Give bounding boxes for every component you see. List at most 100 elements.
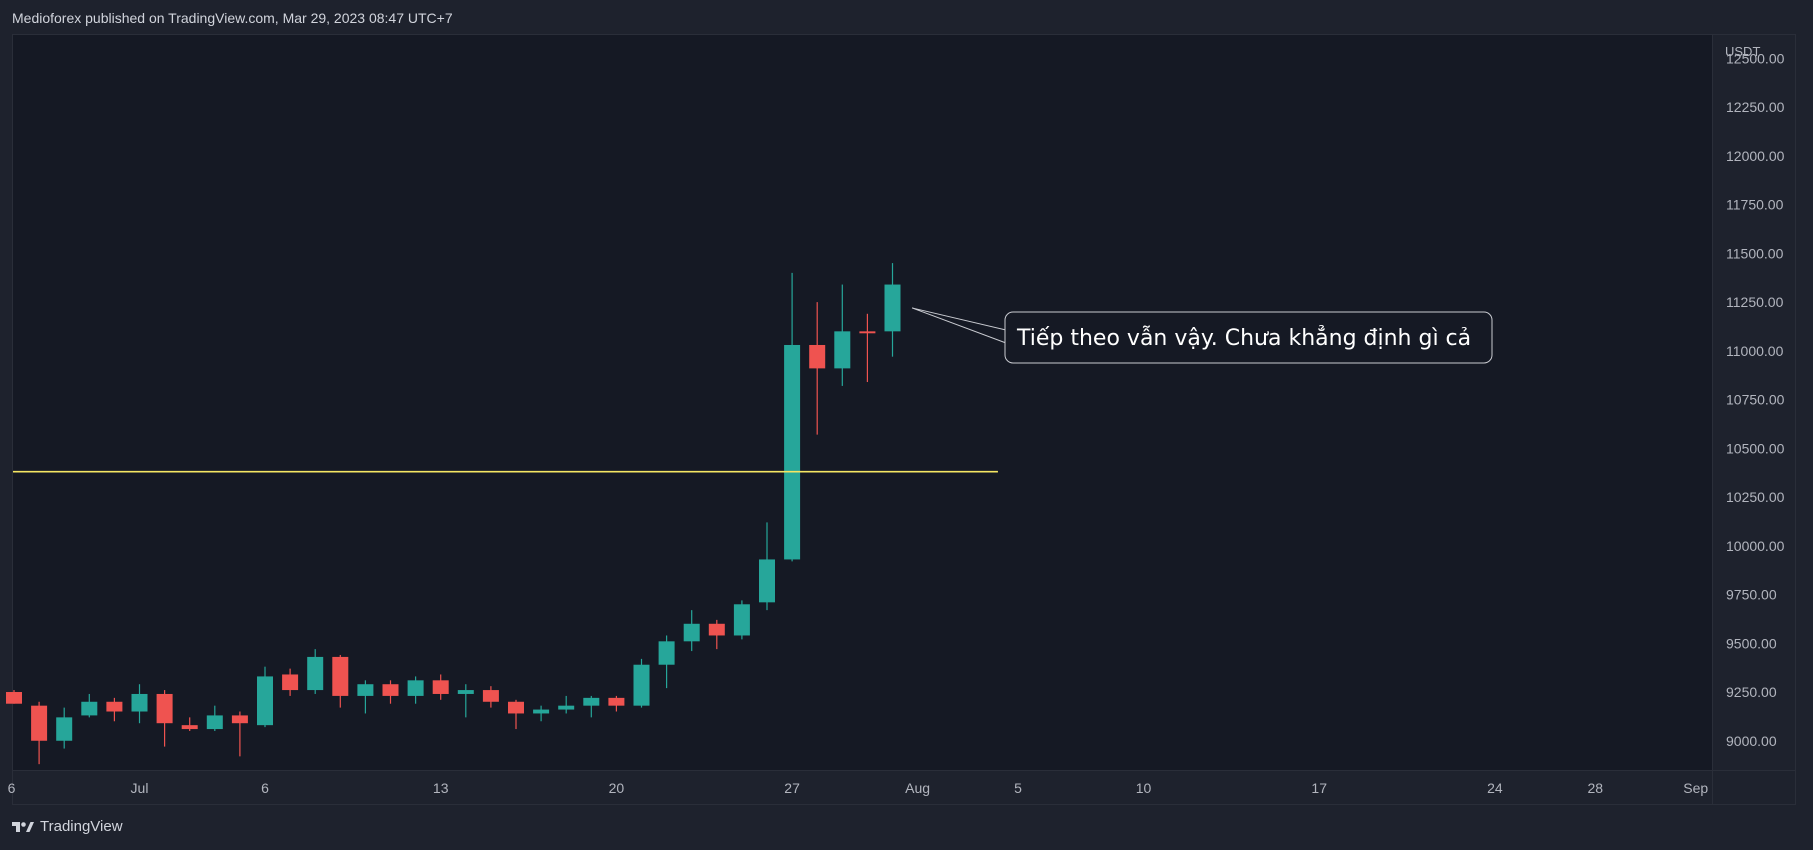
candle[interactable]	[231, 711, 248, 757]
candle-body[interactable]	[31, 705, 48, 741]
candle-body[interactable]	[708, 623, 725, 636]
candle-body[interactable]	[181, 725, 198, 730]
candle-body[interactable]	[156, 693, 173, 724]
x-tick-label: 27	[784, 780, 800, 796]
candle-body[interactable]	[809, 344, 826, 369]
candle-body[interactable]	[583, 697, 600, 706]
candle-body[interactable]	[482, 690, 499, 702]
candle-body[interactable]	[508, 701, 524, 714]
callout-box[interactable]	[1004, 311, 1493, 364]
candle-body[interactable]	[382, 684, 399, 696]
candle[interactable]	[482, 686, 499, 708]
y-tick-label: 10250.00	[1726, 489, 1785, 505]
candle[interactable]	[282, 668, 299, 696]
candle[interactable]	[156, 690, 173, 747]
candle-body[interactable]	[859, 331, 876, 334]
candle[interactable]	[31, 701, 48, 765]
x-tick-label: 5	[1014, 780, 1022, 796]
x-tick-label: Aug	[905, 780, 930, 796]
candle[interactable]	[307, 649, 324, 694]
x-tick-label: 20	[609, 780, 625, 796]
candle[interactable]	[683, 610, 700, 652]
plot-area[interactable]	[13, 35, 1712, 770]
x-tick-label: 17	[1311, 780, 1327, 796]
candle-body[interactable]	[658, 641, 675, 665]
y-tick-label: 12250.00	[1726, 99, 1785, 115]
candle[interactable]	[884, 263, 901, 357]
candle-body[interactable]	[131, 693, 148, 712]
candle[interactable]	[784, 272, 801, 562]
y-tick-label: 11250.00	[1726, 294, 1784, 310]
candle-body[interactable]	[633, 664, 650, 706]
candle[interactable]	[357, 680, 374, 714]
candle-body[interactable]	[332, 656, 349, 696]
candle-body[interactable]	[307, 656, 324, 691]
candle[interactable]	[81, 693, 98, 718]
x-tick-label: Sep	[1683, 780, 1708, 796]
candle[interactable]	[859, 313, 876, 383]
candle[interactable]	[809, 302, 826, 435]
candle[interactable]	[558, 695, 575, 714]
candle[interactable]	[106, 697, 123, 722]
x-tick-label: 6	[8, 780, 16, 796]
candle[interactable]	[533, 705, 550, 722]
candle-body[interactable]	[6, 692, 22, 704]
candle-body[interactable]	[733, 604, 750, 636]
candle[interactable]	[206, 705, 223, 732]
x-tick-label: 10	[1136, 780, 1152, 796]
candle[interactable]	[457, 684, 474, 718]
candle[interactable]	[181, 717, 198, 732]
y-tick-label: 12500.00	[1726, 50, 1785, 66]
candle[interactable]	[658, 635, 675, 689]
candle-body[interactable]	[81, 701, 98, 716]
candle-body[interactable]	[56, 717, 73, 741]
x-tick-label: 13	[433, 780, 449, 796]
candle-body[interactable]	[457, 690, 474, 694]
candle-body[interactable]	[257, 676, 273, 726]
brand-name[interactable]: TradingView	[40, 818, 123, 835]
y-tick-label: 11750.00	[1726, 197, 1784, 213]
candle-body[interactable]	[683, 623, 700, 642]
candle-body[interactable]	[231, 715, 248, 724]
y-tick-label: 11500.00	[1726, 245, 1784, 261]
candle[interactable]	[257, 666, 273, 728]
x-tick-label: 24	[1487, 780, 1503, 796]
currency-label: USDT	[1725, 44, 1760, 59]
candle-body[interactable]	[106, 701, 123, 712]
candle[interactable]	[508, 699, 524, 730]
candle-body[interactable]	[206, 715, 223, 730]
candle-body[interactable]	[432, 680, 449, 694]
y-tick-label: 9750.00	[1726, 587, 1777, 603]
candle-body[interactable]	[558, 705, 575, 710]
candle[interactable]	[6, 690, 22, 704]
candle-body[interactable]	[282, 674, 299, 691]
candle[interactable]	[407, 676, 424, 704]
candle[interactable]	[633, 658, 650, 708]
candle[interactable]	[608, 695, 625, 712]
candle[interactable]	[56, 707, 73, 749]
candle[interactable]	[382, 680, 399, 704]
candle[interactable]	[708, 619, 725, 650]
callout-joint	[1005, 329, 1008, 345]
candle-body[interactable]	[357, 684, 374, 696]
candle-body[interactable]	[884, 284, 901, 332]
candle[interactable]	[759, 522, 775, 611]
candle-body[interactable]	[784, 344, 801, 560]
candle-body[interactable]	[533, 709, 550, 714]
candle-body[interactable]	[759, 559, 775, 603]
candle[interactable]	[432, 674, 449, 700]
y-tick-label: 9000.00	[1726, 733, 1777, 749]
y-tick-label: 9250.00	[1726, 684, 1777, 700]
candle[interactable]	[733, 600, 750, 640]
y-tick-label: 9500.00	[1726, 635, 1777, 651]
candle[interactable]	[131, 684, 148, 724]
tradingview-logo-icon[interactable]	[12, 820, 34, 834]
candle-body[interactable]	[407, 680, 424, 696]
candle-body[interactable]	[608, 697, 625, 706]
candle[interactable]	[834, 284, 851, 386]
footer: TradingView	[12, 818, 123, 835]
candle-body[interactable]	[834, 331, 851, 369]
candle[interactable]	[583, 695, 600, 718]
candle[interactable]	[332, 654, 349, 708]
